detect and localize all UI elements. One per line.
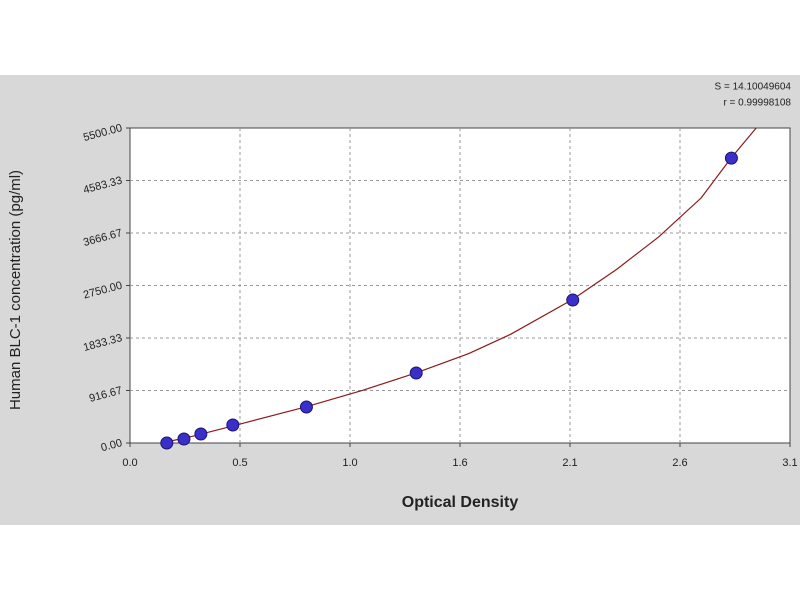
x-tick-label: 2.1 bbox=[562, 457, 577, 469]
x-tick-label: 1.6 bbox=[452, 457, 467, 469]
data-point bbox=[409, 366, 423, 380]
x-tick-label: 0.5 bbox=[232, 457, 247, 469]
x-tick-label: 2.6 bbox=[672, 457, 687, 469]
data-point bbox=[177, 432, 191, 446]
data-point bbox=[566, 293, 580, 307]
annotation: S = 14.10049604 bbox=[715, 82, 792, 93]
x-tick-label: 3.1 bbox=[782, 457, 797, 469]
annotation: r = 0.99998108 bbox=[723, 98, 791, 109]
data-point bbox=[724, 151, 738, 165]
x-tick-label: 1.0 bbox=[342, 457, 357, 469]
data-point bbox=[194, 427, 208, 441]
x-tick-label: 0.0 bbox=[122, 457, 137, 469]
x-axis-label: Optical Density bbox=[402, 494, 519, 511]
data-point bbox=[160, 436, 174, 450]
data-point bbox=[226, 418, 240, 432]
fit-curve bbox=[161, 127, 757, 444]
y-tick-label: 0.00 bbox=[100, 437, 124, 454]
data-point bbox=[299, 400, 313, 414]
y-axis-label: Human BLC-1 concentration (pg/ml) bbox=[7, 170, 24, 410]
